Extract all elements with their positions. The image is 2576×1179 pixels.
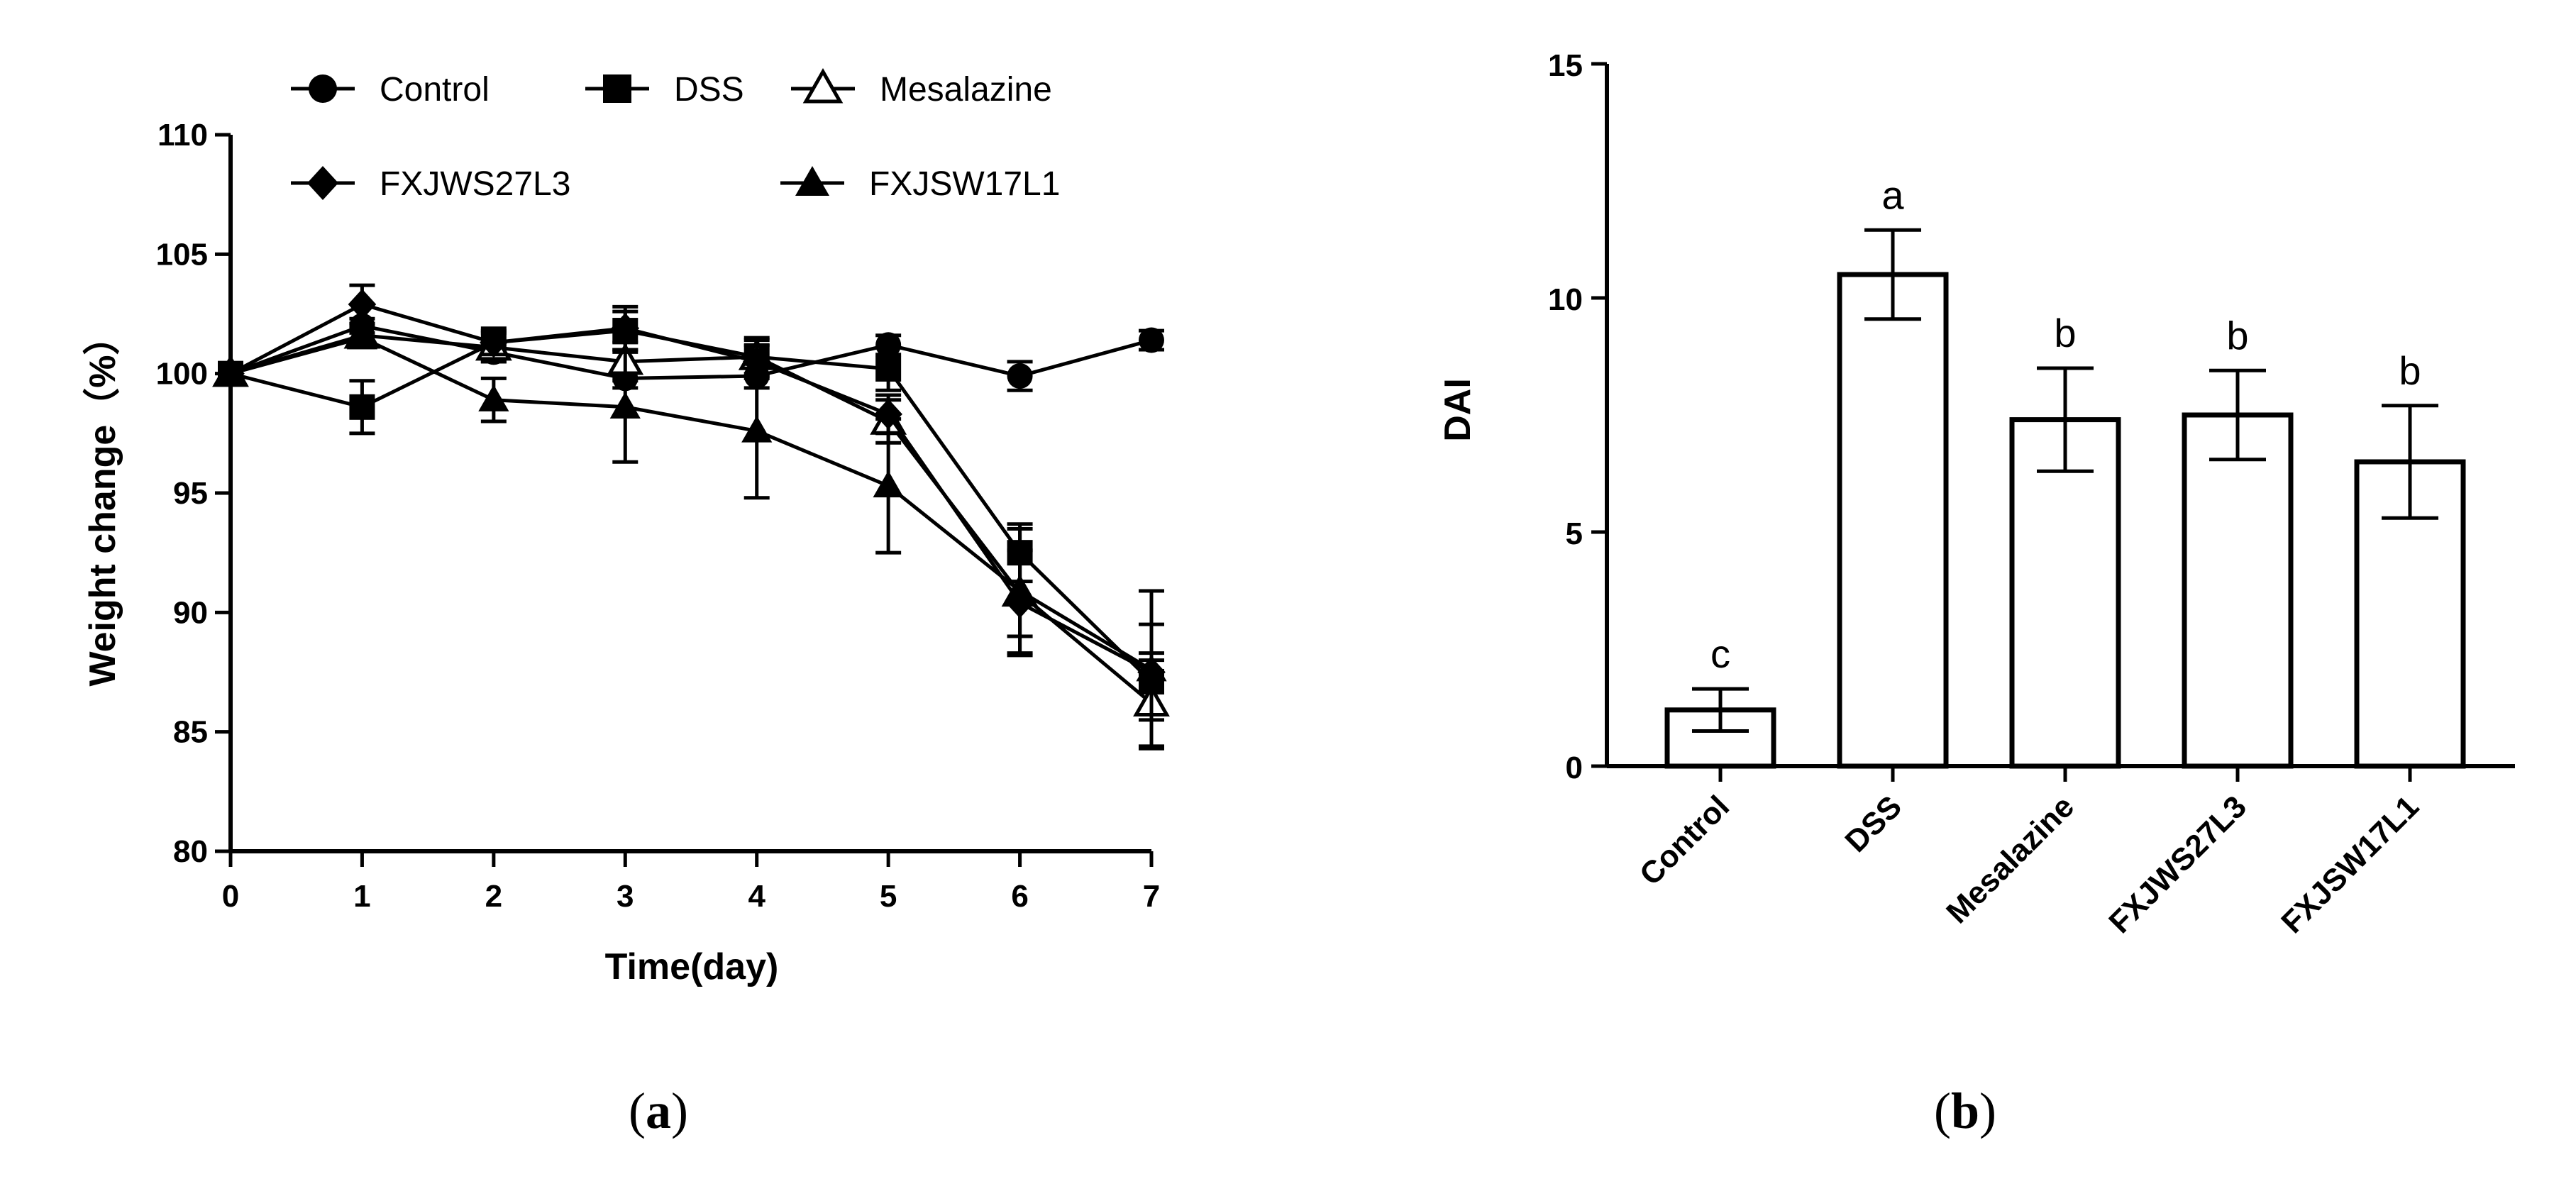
x-tick-label: 7 [1143, 879, 1160, 914]
bar [2182, 412, 2294, 769]
x-tick-label: DSS [1838, 789, 1908, 859]
line-chart-y-axis: 80 85 90 95 100 105 110 [156, 118, 233, 869]
data-point [611, 313, 640, 344]
x-tick-label: 4 [748, 879, 765, 914]
y-tick-label: 10 [1548, 282, 1583, 317]
panel-label-a: (a) [629, 1083, 688, 1139]
legend-item-fxjsw17l1: FXJSW17L1 [780, 165, 1060, 203]
data-point [1139, 327, 1164, 353]
series-line [230, 323, 1152, 380]
x-tick-label: 3 [617, 879, 634, 914]
y-tick-label: 5 [1566, 516, 1583, 551]
bar-group-control: c [1664, 631, 1776, 769]
significance-letter: b [2054, 311, 2076, 355]
series-line [230, 336, 1153, 672]
x-tick-label: FXJWS27L3 [2102, 789, 2253, 940]
bar-chart-panel: 0 5 10 15 c a b b b Control DSS Mesalazine FXJWS27… [1437, 48, 2515, 940]
legend-marker [603, 74, 631, 103]
bar-group-dss: a [1837, 172, 1949, 769]
legend-label: FXJWS27L3 [380, 165, 570, 203]
bar-chart-y-axis-title: DAI [1437, 378, 1478, 442]
y-tick-label: 80 [173, 834, 208, 869]
data-point [480, 327, 508, 358]
data-point [478, 384, 509, 411]
data-point [741, 415, 773, 443]
x-tick-label: Control [1633, 789, 1736, 892]
bar [1837, 272, 1949, 769]
data-point [1004, 575, 1036, 603]
legend-marker [795, 166, 829, 196]
data-point [873, 470, 904, 498]
legend-label: Mesalazine [880, 71, 1052, 109]
y-tick-label: 90 [173, 595, 208, 630]
y-tick-label: 15 [1548, 48, 1583, 83]
bar-chart-x-axis: Control DSS Mesalazine FXJWS27L3 FXJSW17L1 [1607, 764, 2515, 940]
x-tick-label: 5 [880, 879, 897, 914]
legend-item-mesalazine: Mesalazine [791, 67, 1052, 109]
y-tick-label: 0 [1566, 751, 1583, 785]
x-tick-label: 2 [485, 879, 502, 914]
y-tick-label: 105 [156, 237, 208, 272]
legend-item-fxjws27l3: FXJWS27L3 [291, 165, 570, 203]
y-tick-label: 110 [157, 118, 208, 153]
data-point [742, 346, 771, 377]
data-point [609, 392, 641, 419]
data-point [875, 332, 902, 358]
legend-item-control: Control [291, 71, 490, 109]
data-point [875, 355, 902, 382]
bar-group-fxjsw17l1: b [2354, 348, 2466, 769]
y-tick-label: 100 [156, 357, 208, 392]
bar-group-mesalazine: b [2009, 311, 2121, 769]
panel-label-b: (b) [1934, 1083, 1996, 1139]
x-tick-label: 6 [1011, 879, 1028, 914]
x-tick-label: Mesalazine [1940, 789, 2081, 930]
bar-chart-y-axis: 0 5 10 15 [1548, 48, 1609, 785]
significance-letter: b [2399, 348, 2421, 393]
x-tick-label: 1 [353, 879, 370, 914]
series-fxjsw17l1 [215, 322, 1167, 751]
series-line [230, 333, 1153, 705]
data-point [1136, 654, 1167, 682]
line-chart-x-axis: 0 1 2 3 4 5 6 7 [222, 849, 1160, 914]
bar [2009, 417, 2121, 769]
x-tick-label: FXJSW17L1 [2274, 789, 2426, 940]
legend-item-dss: DSS [585, 71, 744, 109]
line-chart-panel: Control DSS Mesalazine FXJWS27L3 FXJSW17L1 8… [82, 67, 1170, 987]
line-chart-x-axis-title: Time(day) [605, 946, 779, 987]
significance-letter: a [1881, 172, 1904, 217]
significance-letter: c [1710, 631, 1730, 676]
line-chart-y-axis-title: Weight change（%） [82, 318, 123, 686]
data-point [346, 322, 378, 350]
legend-label: FXJSW17L1 [869, 165, 1060, 203]
line-chart-legend: Control DSS Mesalazine FXJWS27L3 FXJSW17L1 [291, 67, 1060, 203]
data-point [215, 358, 246, 385]
bar-group-fxjws27l3: b [2182, 313, 2294, 769]
y-tick-label: 85 [173, 715, 208, 750]
significance-letter: b [2226, 313, 2248, 358]
data-point [348, 289, 377, 320]
legend-marker [802, 67, 844, 104]
x-tick-label: 0 [222, 879, 239, 914]
line-chart-series [212, 283, 1170, 751]
data-point [349, 394, 375, 420]
legend-marker [309, 74, 337, 103]
y-tick-label: 95 [173, 476, 208, 511]
legend-label: Control [380, 71, 490, 109]
legend-label: DSS [674, 71, 744, 109]
bar-chart-bars: c a b b b [1664, 172, 2466, 769]
data-point [1007, 363, 1033, 389]
data-point [874, 399, 902, 430]
legend-marker [307, 166, 338, 200]
